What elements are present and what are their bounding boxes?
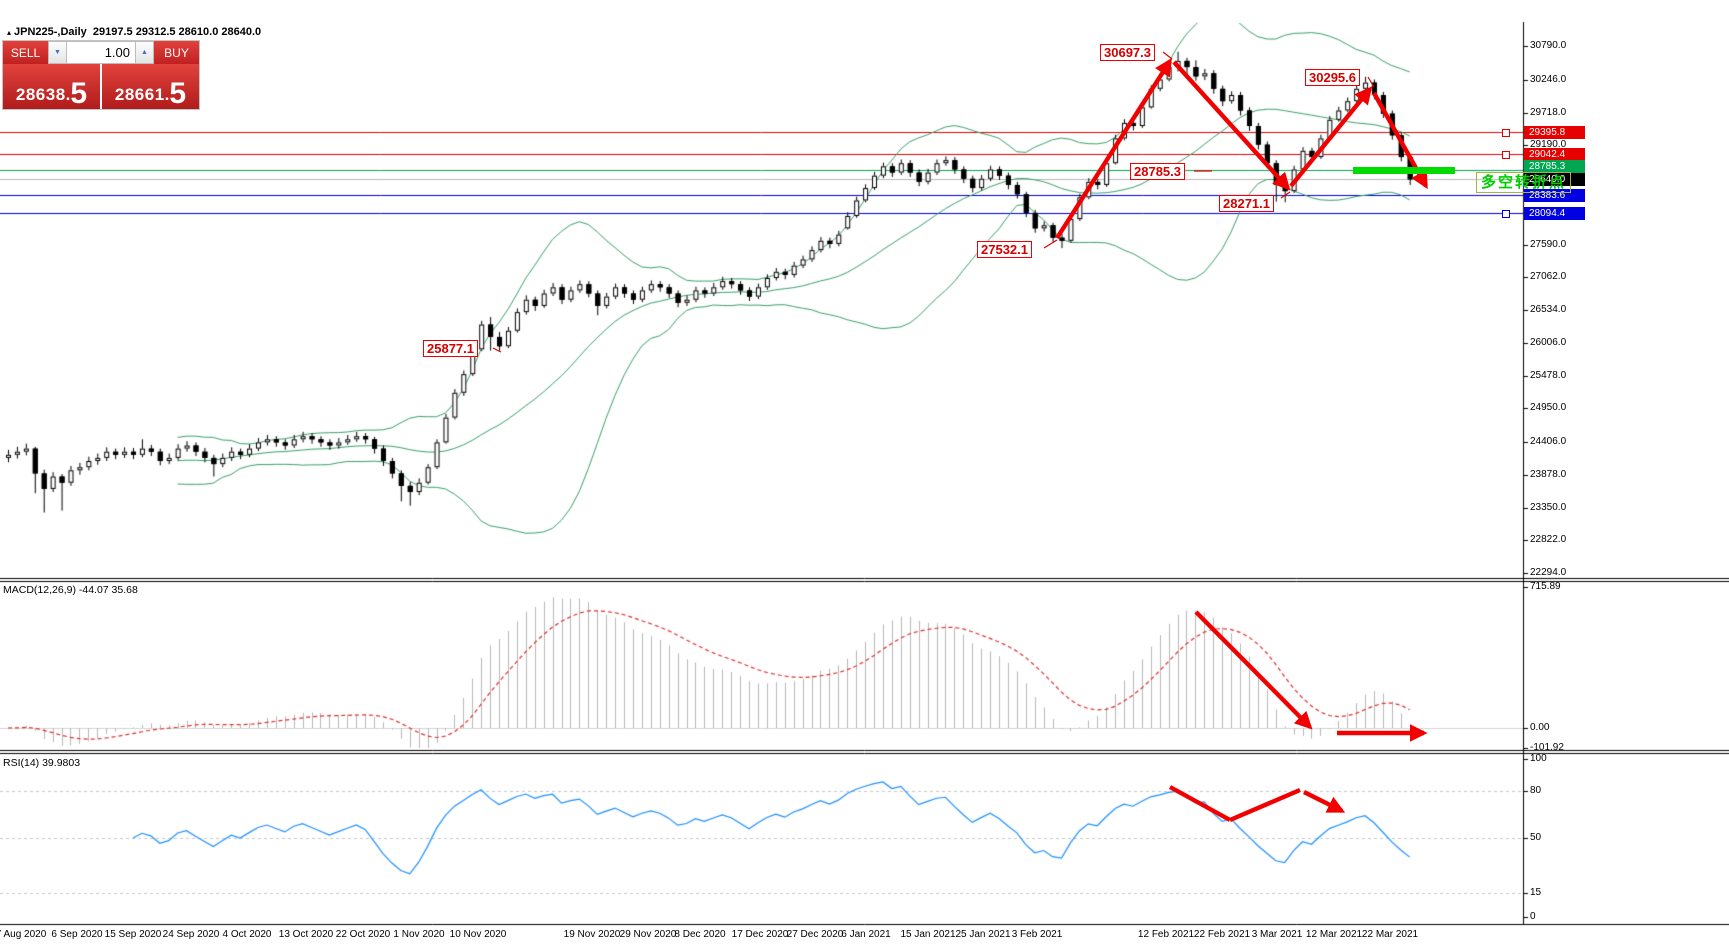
trend-down-arrow-2[interactable] xyxy=(1372,91,1428,190)
label-connector-line xyxy=(1280,191,1291,199)
rsi-down-arrow-1[interactable] xyxy=(1168,785,1232,822)
rsi-up-arrow-1[interactable] xyxy=(1229,787,1301,823)
rsi-down-arrow-2[interactable] xyxy=(1303,790,1346,813)
buy-price-frac: 5 xyxy=(169,77,187,110)
buy-price-dot: . xyxy=(164,85,170,104)
buy-button[interactable]: BUY xyxy=(154,41,199,64)
volume-input[interactable]: 1.00 xyxy=(67,41,135,64)
label-connector-line xyxy=(492,347,502,353)
trend-up-arrow-2[interactable] xyxy=(1289,86,1373,188)
sell-price-dot: . xyxy=(65,85,71,104)
buy-price-main: 28661 xyxy=(114,85,165,104)
trend-up-arrow-1[interactable] xyxy=(1055,58,1172,240)
volume-decrease-button[interactable]: ▼ xyxy=(48,41,67,64)
sell-button[interactable]: SELL xyxy=(3,41,48,64)
trend-down-arrow-1[interactable] xyxy=(1172,60,1291,191)
label-connector-line xyxy=(1043,239,1058,249)
sell-price-main: 28638 xyxy=(15,85,66,104)
volume-increase-button[interactable]: ▲ xyxy=(135,41,154,64)
macd-down-arrow[interactable] xyxy=(1194,610,1313,730)
sell-price-box[interactable]: 28638. 5 xyxy=(3,64,100,109)
one-click-trading-widget: SELL ▼ 1.00 ▲ BUY 28638. 5 28661. 5 xyxy=(2,40,200,110)
sell-price-frac: 5 xyxy=(70,77,88,110)
label-connector-line xyxy=(1162,51,1173,60)
label-connector-line xyxy=(1367,76,1375,88)
buy-price-box[interactable]: 28661. 5 xyxy=(102,64,199,109)
